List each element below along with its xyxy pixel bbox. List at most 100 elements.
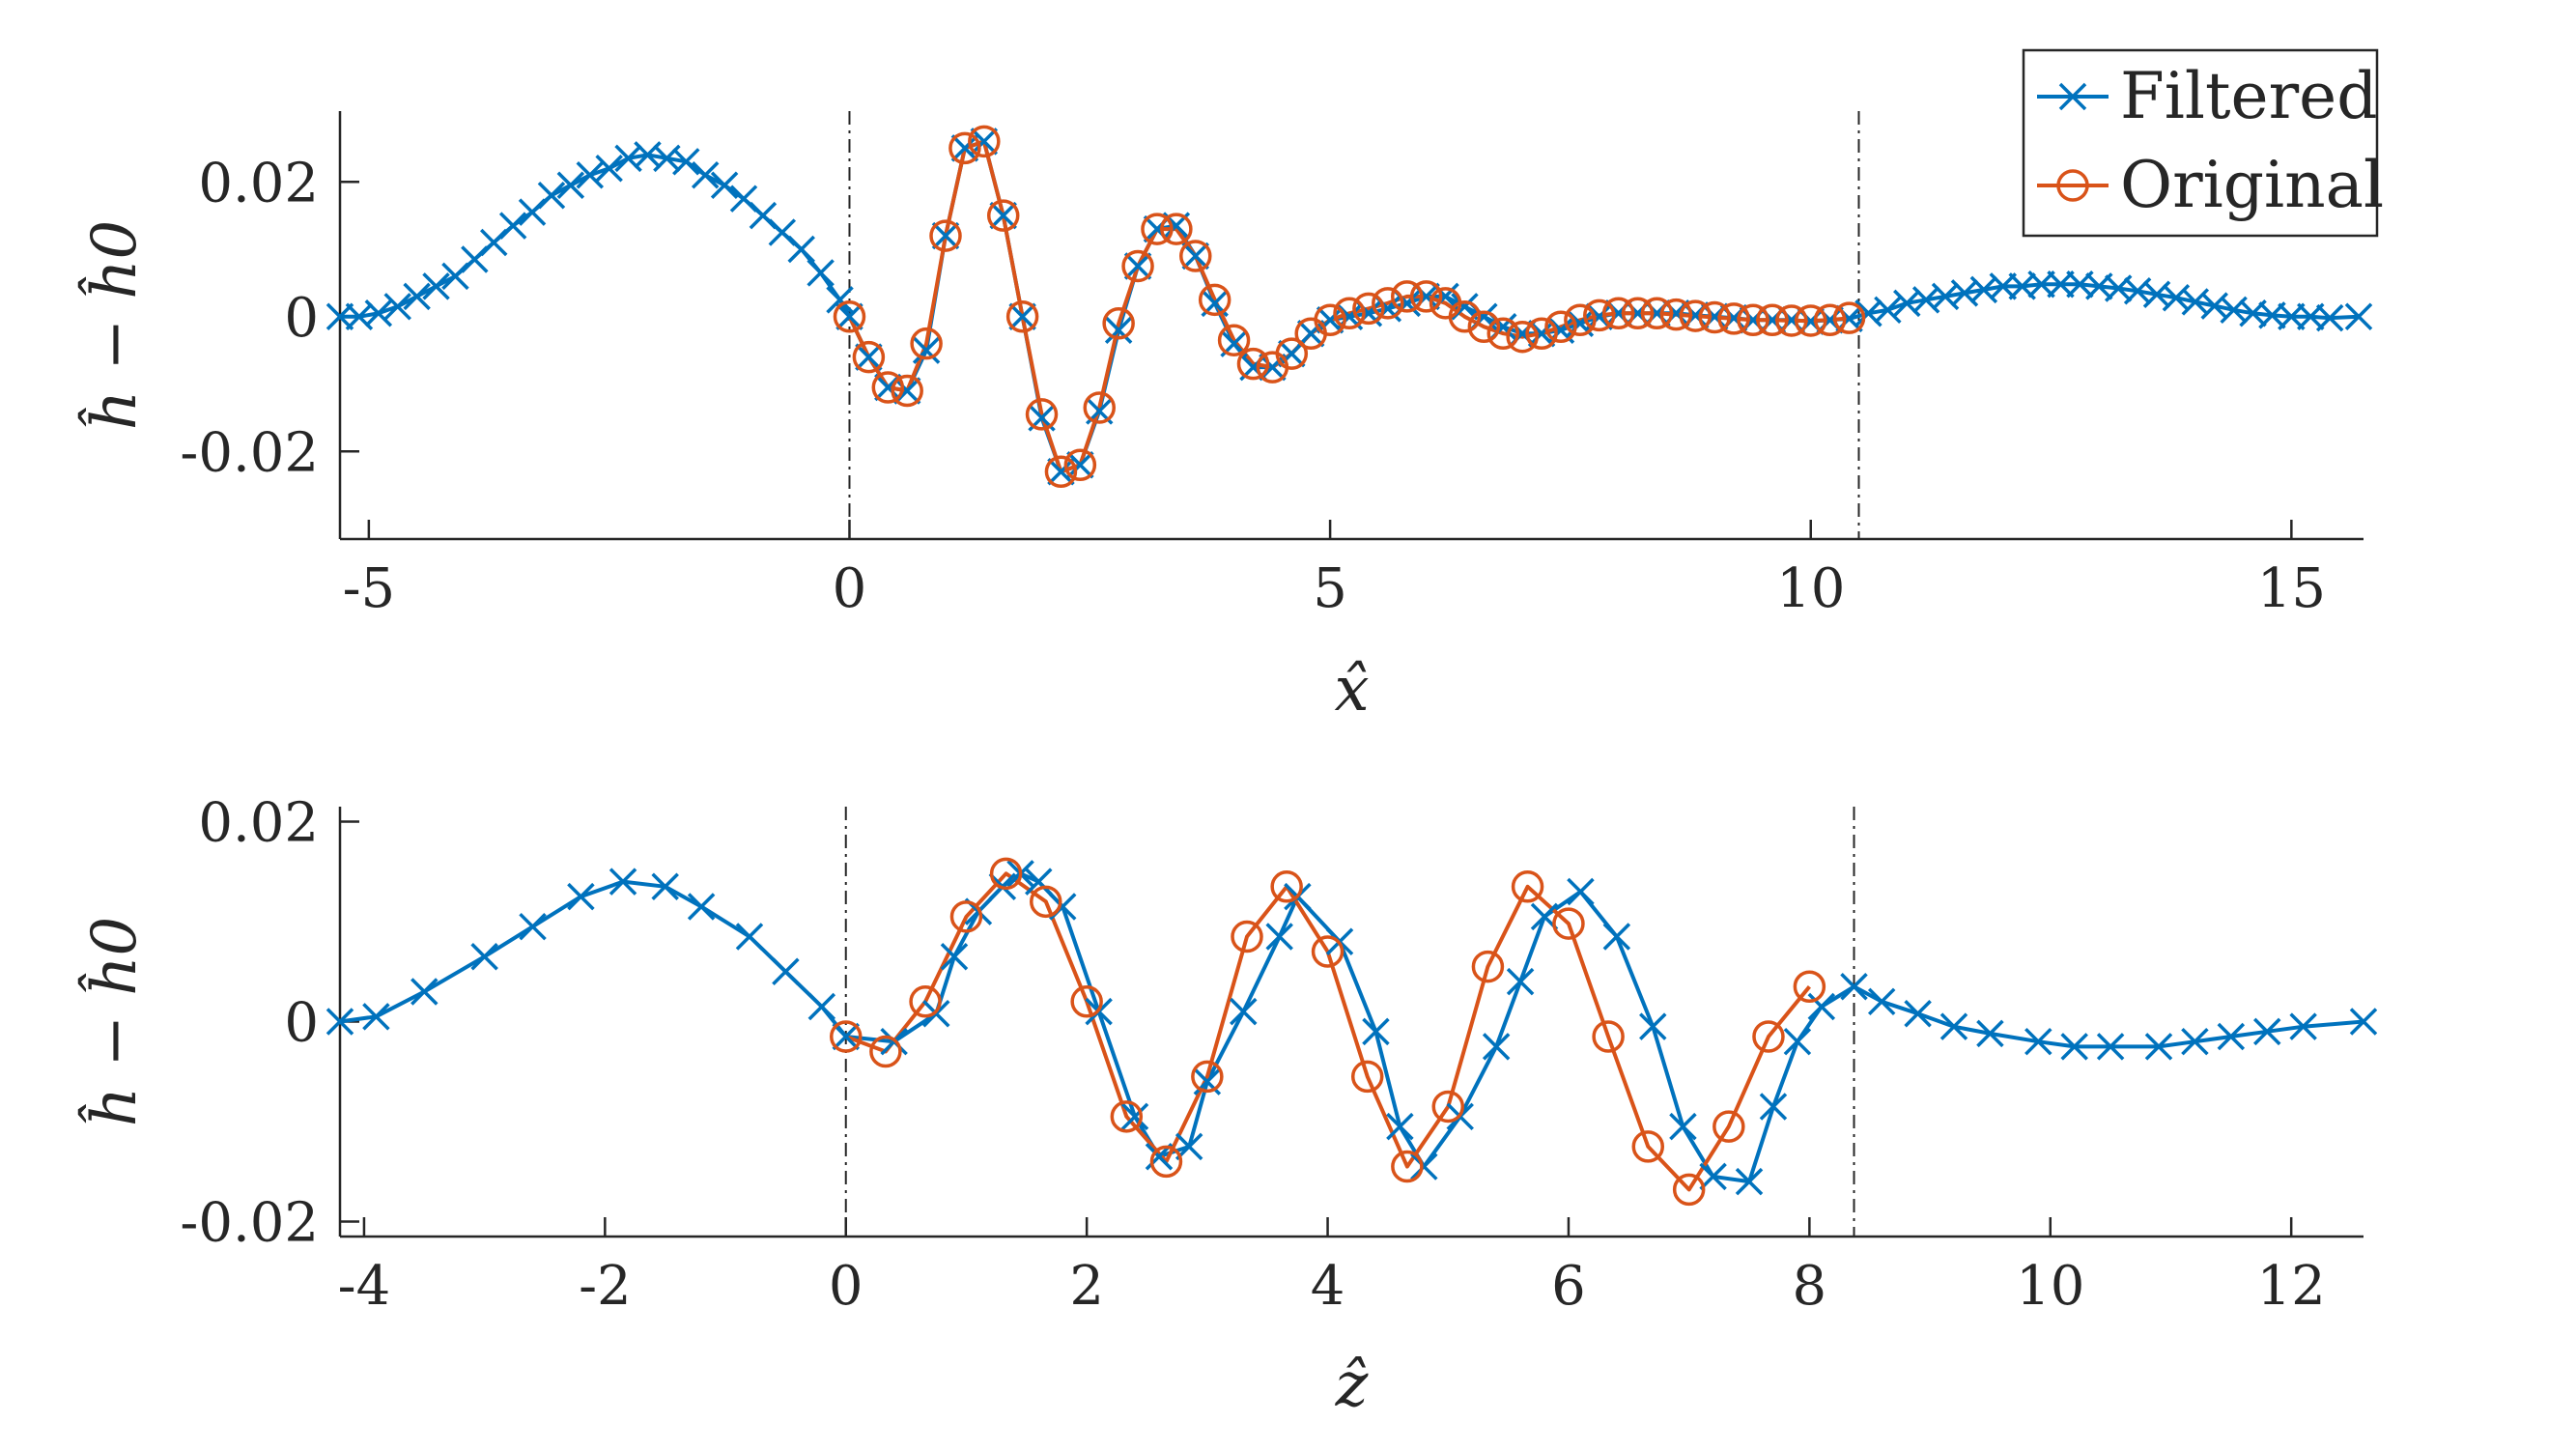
point-marker-original bbox=[1601, 297, 1635, 330]
point-marker-original bbox=[1621, 297, 1655, 330]
point-marker-filtered bbox=[989, 201, 1017, 230]
point-marker-original bbox=[1311, 935, 1345, 968]
point-marker-original bbox=[1391, 1150, 1424, 1183]
point-marker-filtered bbox=[1181, 242, 1210, 270]
point-marker-original bbox=[833, 300, 866, 333]
point-marker-filtered bbox=[2096, 1033, 2125, 1061]
point-marker-original bbox=[1275, 337, 1309, 370]
point-marker-filtered bbox=[1047, 457, 1075, 486]
point-marker-original bbox=[1506, 320, 1539, 354]
point-marker-original bbox=[1231, 920, 1263, 953]
point-marker-original bbox=[1044, 455, 1078, 488]
point-marker-filtered bbox=[912, 336, 941, 364]
point-marker-original bbox=[909, 985, 942, 1018]
point-marker-filtered bbox=[2253, 1017, 2281, 1046]
point-marker-filtered bbox=[422, 272, 450, 300]
legend-marker-original bbox=[2056, 169, 2089, 202]
point-marker-filtered bbox=[326, 302, 354, 331]
point-marker-filtered bbox=[364, 299, 393, 327]
point-marker-original bbox=[1083, 391, 1116, 424]
point-marker-filtered bbox=[2315, 303, 2344, 332]
point-marker-original bbox=[1793, 970, 1826, 1004]
point-marker-original bbox=[989, 857, 1023, 891]
point-marker-original bbox=[1005, 300, 1039, 333]
point-marker-filtered bbox=[470, 942, 498, 971]
point-marker-filtered bbox=[807, 259, 835, 287]
point-marker-filtered bbox=[1904, 999, 1932, 1028]
point-marker-filtered bbox=[595, 155, 623, 183]
point-marker-original bbox=[891, 374, 923, 408]
y-tick-label: -0.02 bbox=[180, 1191, 319, 1254]
point-marker-original bbox=[1030, 885, 1062, 919]
point-marker-filtered bbox=[970, 128, 999, 156]
point-marker-filtered bbox=[576, 161, 605, 189]
point-marker-filtered bbox=[1362, 1017, 1390, 1046]
point-marker-original bbox=[968, 125, 1001, 158]
y-tick-label: 0.02 bbox=[198, 792, 319, 855]
point-marker-original bbox=[1832, 301, 1866, 334]
point-marker-original bbox=[1756, 303, 1789, 337]
legend: Filtered Original bbox=[2022, 48, 2384, 238]
point-marker-original bbox=[1583, 299, 1616, 332]
point-marker-original bbox=[1640, 297, 1674, 330]
point-marker-original bbox=[1713, 1110, 1745, 1143]
point-marker-original bbox=[1794, 304, 1827, 337]
point-marker-filtered bbox=[855, 343, 883, 371]
point-marker-original bbox=[1110, 1100, 1144, 1133]
x-tick-label: 10 bbox=[1776, 557, 1845, 620]
point-marker-filtered bbox=[735, 923, 764, 951]
point-marker-original bbox=[1659, 298, 1693, 331]
y-tick-label: 0 bbox=[284, 287, 319, 350]
point-marker-original bbox=[910, 327, 943, 360]
x-tick-label: 15 bbox=[2257, 557, 2326, 620]
point-marker-filtered bbox=[832, 1022, 860, 1051]
point-marker-filtered bbox=[1989, 272, 2018, 300]
point-marker-filtered bbox=[931, 221, 960, 250]
point-marker-original bbox=[1372, 287, 1404, 320]
point-marker-original bbox=[871, 371, 905, 404]
point-marker-filtered bbox=[651, 872, 679, 901]
point-marker-filtered bbox=[1008, 302, 1036, 331]
point-marker-filtered bbox=[1567, 877, 1595, 906]
point-marker-filtered bbox=[672, 148, 700, 176]
x-tick-label: -4 bbox=[338, 1255, 391, 1318]
point-marker-original bbox=[1236, 347, 1270, 381]
point-marker-filtered bbox=[537, 181, 566, 210]
point-marker-filtered bbox=[2278, 302, 2306, 331]
point-marker-filtered bbox=[1867, 987, 1896, 1016]
point-marker-filtered bbox=[950, 134, 979, 162]
point-marker-filtered bbox=[1976, 1019, 2004, 1048]
point-marker-original bbox=[1672, 1173, 1706, 1207]
point-marker-filtered bbox=[1639, 1012, 1667, 1040]
point-marker-original bbox=[852, 340, 886, 374]
point-marker-original bbox=[1552, 907, 1585, 940]
point-marker-filtered bbox=[691, 161, 720, 189]
point-marker-original bbox=[1314, 303, 1346, 337]
point-marker-filtered bbox=[1120, 1102, 1149, 1131]
point-marker-original bbox=[1813, 303, 1847, 337]
point-marker-original bbox=[1511, 870, 1544, 903]
point-marker-original bbox=[1352, 292, 1385, 326]
point-marker-filtered bbox=[519, 912, 547, 941]
point-marker-filtered bbox=[772, 957, 800, 985]
x-tick-label: -2 bbox=[579, 1255, 632, 1318]
point-marker-filtered bbox=[2344, 302, 2373, 331]
point-marker-filtered bbox=[787, 235, 815, 264]
x-axis-label: ẑ bbox=[1335, 1350, 1370, 1421]
point-marker-original bbox=[1698, 300, 1731, 334]
point-marker-original bbox=[1102, 307, 1135, 340]
point-marker-original bbox=[1775, 304, 1808, 337]
point-marker-filtered bbox=[1506, 967, 1535, 996]
point-marker-filtered bbox=[1874, 296, 1902, 325]
point-marker-filtered bbox=[362, 1003, 390, 1031]
point-marker-original bbox=[1631, 1130, 1665, 1163]
point-marker-filtered bbox=[383, 293, 411, 321]
point-marker-original bbox=[1333, 297, 1366, 330]
x-tick-label: 0 bbox=[829, 1255, 863, 1318]
point-marker-filtered bbox=[1025, 868, 1053, 896]
point-marker-filtered bbox=[1735, 1167, 1764, 1196]
point-marker-original bbox=[1070, 985, 1103, 1018]
point-marker-filtered bbox=[1265, 923, 1293, 951]
point-marker-original bbox=[1486, 317, 1520, 350]
point-marker-original bbox=[1471, 950, 1505, 983]
